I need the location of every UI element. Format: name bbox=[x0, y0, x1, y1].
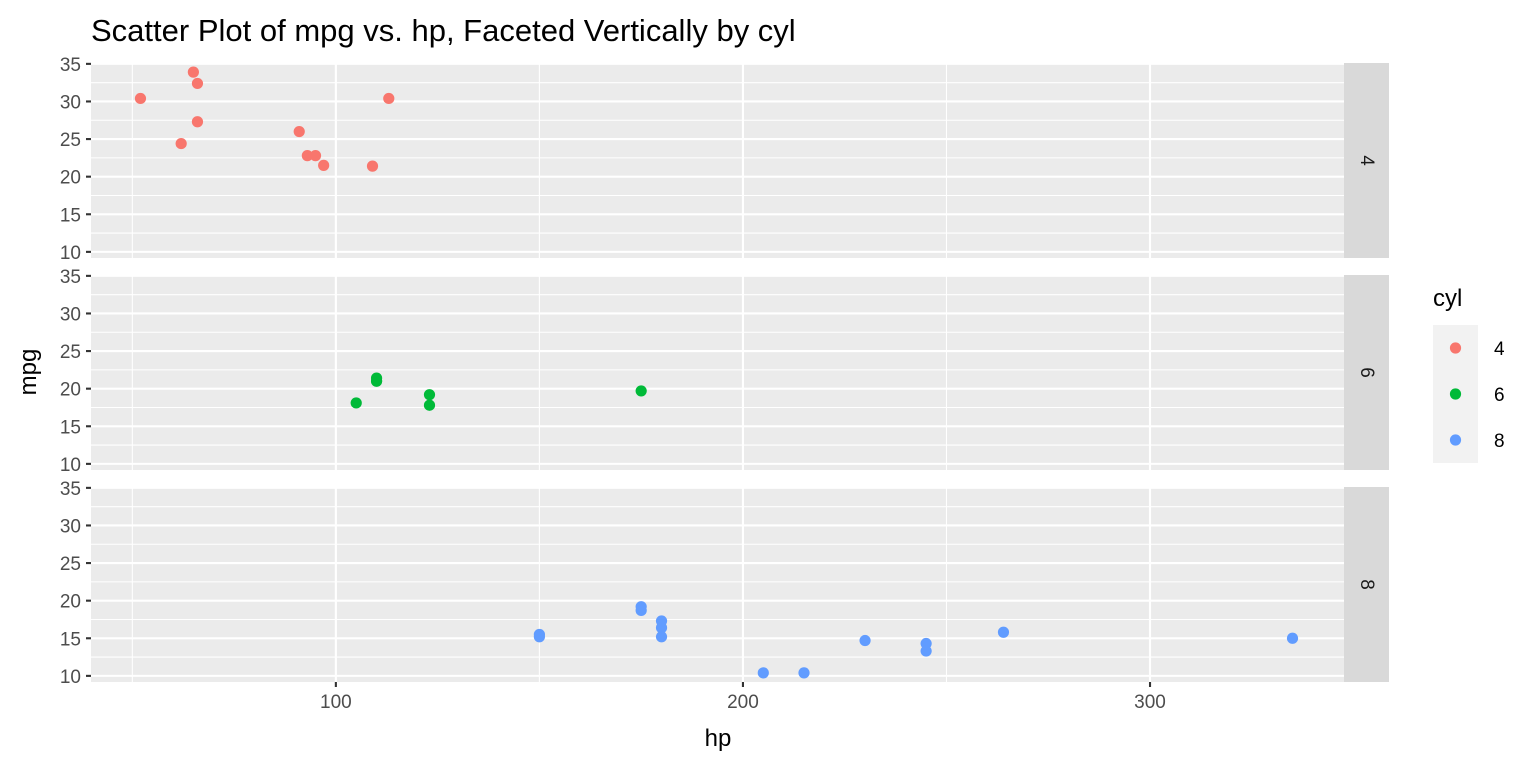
y-tick-label: 10 bbox=[60, 667, 81, 688]
facet-panels: 10 15 20 25 30 35 4 10 15 20 25 30 35 6 10 15 20 25 30 35 8 bbox=[60, 55, 1389, 688]
legend-entry-label: 6 bbox=[1494, 385, 1505, 406]
x-axis-title: hp bbox=[705, 725, 732, 752]
data-point bbox=[309, 150, 322, 162]
legend-marker bbox=[1449, 388, 1462, 400]
data-point bbox=[191, 116, 204, 128]
facet-strip bbox=[1344, 275, 1389, 470]
data-point bbox=[191, 77, 204, 90]
legend-title: cyl bbox=[1433, 285, 1462, 312]
y-tick-label: 35 bbox=[60, 267, 81, 288]
data-point bbox=[757, 667, 769, 679]
y-tick-label: 20 bbox=[60, 168, 81, 189]
y-tick-label: 10 bbox=[60, 243, 81, 264]
facet-panel-4: 10 15 20 25 30 35 4 bbox=[60, 55, 1389, 264]
data-point bbox=[366, 160, 379, 172]
y-tick-label: 15 bbox=[60, 629, 81, 650]
data-point bbox=[175, 137, 187, 150]
x-tick-label: 200 bbox=[727, 692, 759, 713]
y-axis-title: mpg bbox=[15, 349, 42, 396]
data-point bbox=[859, 634, 871, 647]
panel-background bbox=[91, 63, 1344, 258]
data-point bbox=[533, 631, 546, 643]
y-tick-label: 20 bbox=[60, 380, 81, 401]
y-tick-label: 25 bbox=[60, 554, 81, 575]
facet-strip-label: 8 bbox=[1356, 579, 1377, 590]
data-point bbox=[293, 125, 305, 138]
data-point bbox=[635, 385, 647, 397]
data-point bbox=[134, 92, 147, 105]
data-point bbox=[655, 631, 668, 643]
y-tick-label: 35 bbox=[60, 55, 81, 76]
data-point bbox=[318, 159, 330, 171]
data-point bbox=[655, 615, 668, 627]
facet-strip bbox=[1344, 487, 1389, 682]
data-point bbox=[920, 645, 932, 657]
facet-strip-label: 6 bbox=[1356, 367, 1377, 378]
x-tick-label: 100 bbox=[320, 692, 352, 713]
legend-entry-label: 8 bbox=[1494, 431, 1505, 452]
data-point bbox=[997, 626, 1010, 638]
facet-panel-8: 10 15 20 25 30 35 8 bbox=[60, 479, 1389, 688]
legend-marker bbox=[1449, 342, 1462, 354]
facet-strip bbox=[1344, 63, 1389, 258]
chart-title: Scatter Plot of mpg vs. hp, Faceted Vert… bbox=[91, 13, 796, 48]
y-tick-label: 30 bbox=[60, 516, 81, 537]
data-point bbox=[1286, 632, 1299, 644]
legend-marker bbox=[1449, 434, 1462, 446]
y-tick-label: 35 bbox=[60, 479, 81, 500]
data-point bbox=[423, 399, 436, 411]
data-point bbox=[383, 92, 395, 105]
data-point bbox=[635, 601, 647, 613]
y-tick-label: 20 bbox=[60, 592, 81, 613]
data-point bbox=[301, 150, 313, 162]
data-point bbox=[370, 372, 383, 384]
y-tick-label: 30 bbox=[60, 92, 81, 113]
data-point bbox=[798, 667, 810, 679]
y-tick-label: 15 bbox=[60, 417, 81, 438]
x-axis: 100 200 300 bbox=[320, 682, 1166, 713]
panel-background bbox=[91, 487, 1344, 682]
legend-entry-label: 4 bbox=[1494, 339, 1505, 360]
data-point bbox=[350, 397, 362, 409]
y-tick-label: 10 bbox=[60, 455, 81, 476]
legend: cyl 4 6 8 bbox=[1433, 285, 1505, 463]
data-point bbox=[423, 389, 436, 401]
y-tick-label: 25 bbox=[60, 130, 81, 151]
y-tick-label: 25 bbox=[60, 342, 81, 363]
x-tick-label: 300 bbox=[1134, 692, 1166, 713]
panel-background bbox=[91, 275, 1344, 470]
facet-panel-6: 10 15 20 25 30 35 6 bbox=[60, 267, 1389, 476]
facet-strip-label: 4 bbox=[1356, 155, 1377, 166]
y-tick-label: 15 bbox=[60, 205, 81, 226]
data-point bbox=[187, 66, 199, 78]
y-tick-label: 30 bbox=[60, 304, 81, 325]
